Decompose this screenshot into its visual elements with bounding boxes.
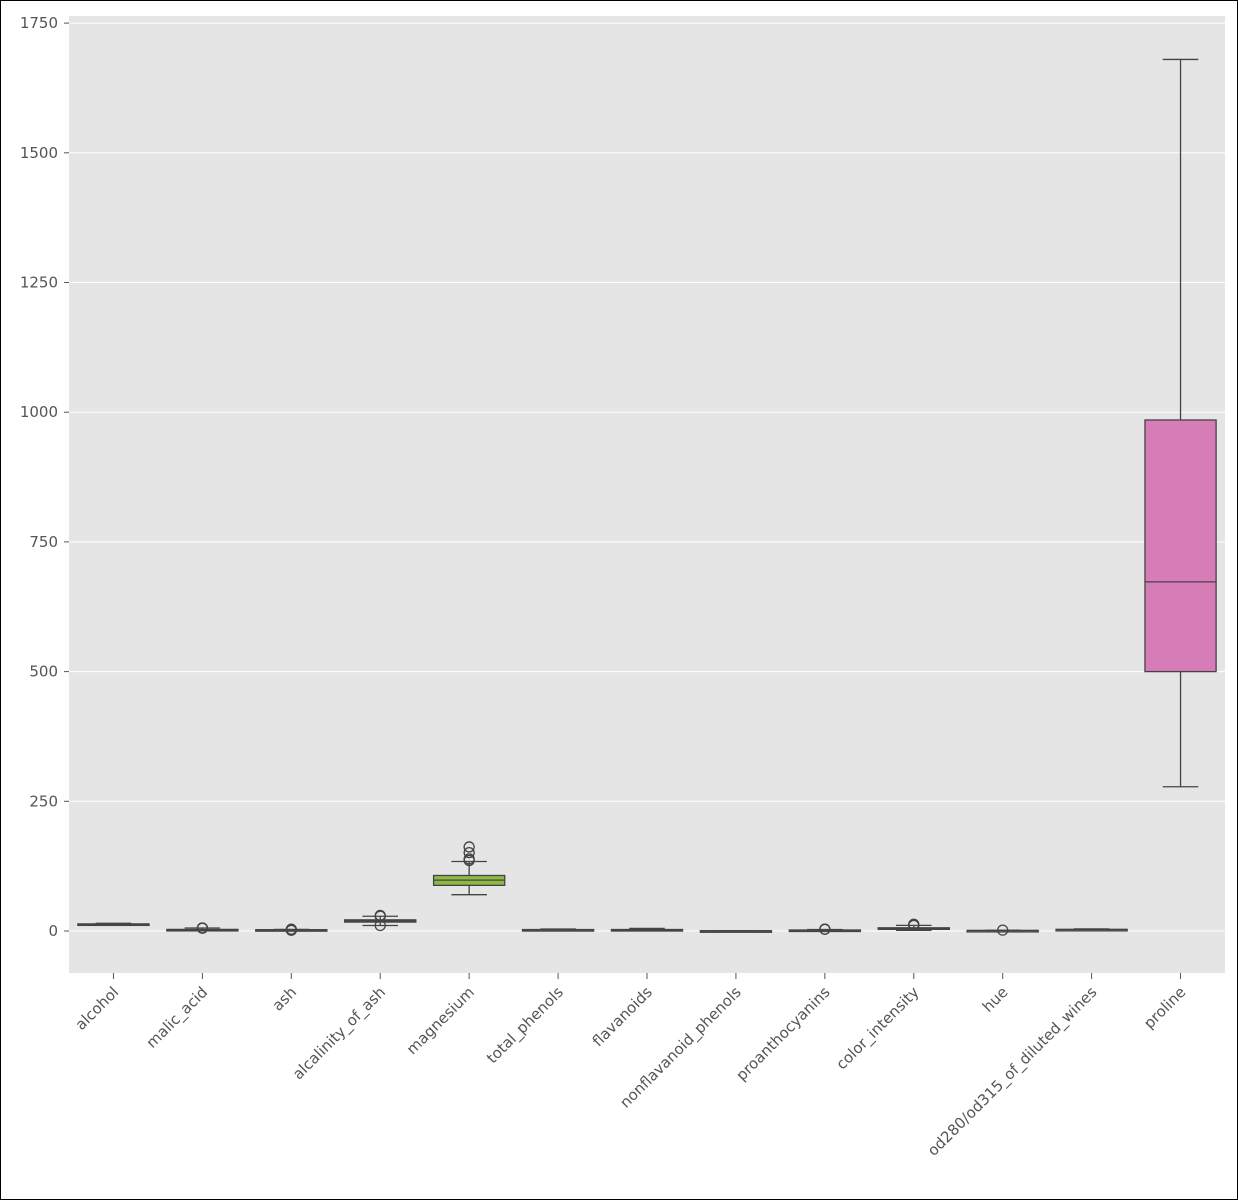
box-magnesium xyxy=(432,841,506,896)
x-tick-label: magnesium xyxy=(403,983,478,1058)
box-flavanoids xyxy=(610,927,684,932)
box-color-intensity xyxy=(877,918,950,932)
y-tick-label: 750 xyxy=(29,533,58,551)
outlier-point xyxy=(374,919,386,932)
box-od280-od315-of-diluted-wines xyxy=(1055,928,1128,932)
gridlines xyxy=(69,22,1225,932)
x-tick-label: hue xyxy=(979,983,1012,1016)
y-tick-label: 0 xyxy=(48,922,58,940)
box-proline xyxy=(1144,58,1217,788)
box-iqr xyxy=(1144,419,1217,673)
outlier-point xyxy=(908,918,920,930)
y-tick-label: 1500 xyxy=(20,144,58,162)
box-malic-acid xyxy=(166,922,239,934)
outlier-point xyxy=(285,923,297,935)
x-tick-label: proline xyxy=(1140,983,1189,1032)
x-tick-label: total_phenols xyxy=(483,983,568,1068)
boxes xyxy=(77,58,1217,936)
outlier-point xyxy=(463,841,475,853)
y-tick-label: 250 xyxy=(29,792,58,810)
outlier-point xyxy=(819,923,831,935)
y-axis: 0 250 500 750 1000 1250 1500 1750 xyxy=(20,14,69,940)
x-tick-label: proanthocyanins xyxy=(732,983,833,1084)
outlier-point xyxy=(463,853,475,865)
box-nonflavanoid-phenols xyxy=(699,930,773,933)
box-alcohol xyxy=(77,922,150,927)
box-total-phenols xyxy=(521,928,595,932)
x-tick-label: flavanoids xyxy=(589,983,656,1050)
box-proanthocyanins xyxy=(788,923,862,935)
outlier-point xyxy=(374,910,386,922)
x-tick-label: alcohol xyxy=(72,983,123,1034)
y-tick-label: 1750 xyxy=(20,14,58,32)
plot-background xyxy=(69,16,1225,973)
x-tick-label: malic_acid xyxy=(143,983,212,1052)
box-hue xyxy=(966,924,1039,936)
x-tick-label: od280/od315_of_diluted_wines xyxy=(924,983,1101,1160)
y-tick-label: 500 xyxy=(29,663,58,681)
outlier-point xyxy=(463,847,475,859)
y-tick-label: 1000 xyxy=(20,403,58,421)
outlier-point xyxy=(196,922,209,934)
box-ash xyxy=(255,923,328,936)
x-tick-label: color_intensity xyxy=(832,983,923,1074)
x-tick-label: ash xyxy=(269,983,300,1014)
box-alcalinity-of-ash xyxy=(344,909,417,932)
x-tick-label: alcalinity_of_ash xyxy=(289,983,390,1084)
outlier-point xyxy=(997,924,1009,936)
y-tick-label: 1250 xyxy=(20,274,58,292)
